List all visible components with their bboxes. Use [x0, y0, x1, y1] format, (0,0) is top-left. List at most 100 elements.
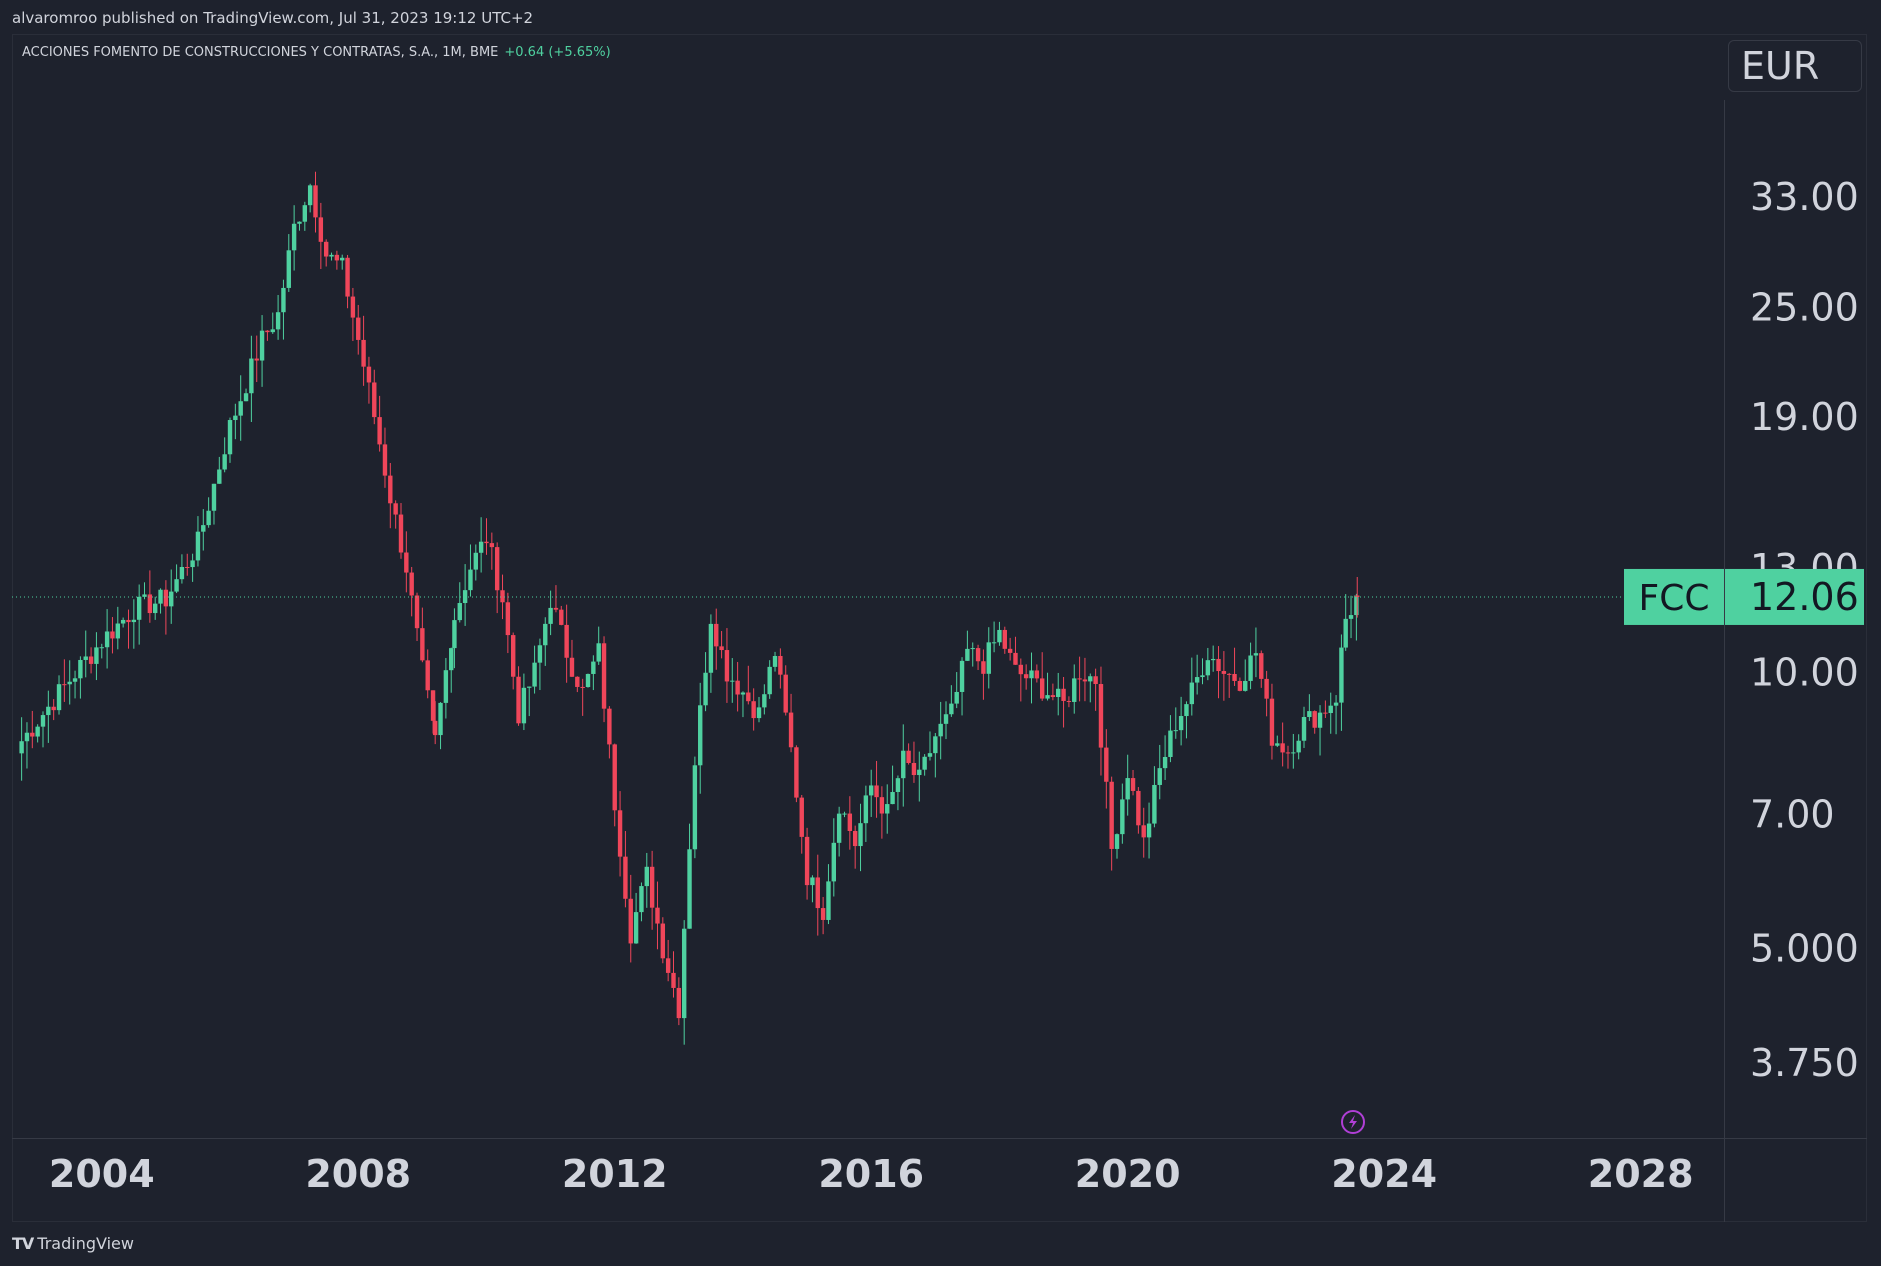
candle-body	[1072, 678, 1077, 702]
candles-layer	[19, 171, 1360, 1045]
candle-body	[1328, 705, 1333, 714]
candle-body	[623, 856, 628, 899]
candle-body	[393, 503, 398, 515]
time-tick-label: 2020	[1075, 1152, 1181, 1196]
candle-body	[852, 830, 858, 847]
candle-body	[746, 692, 751, 702]
candle-body	[19, 741, 24, 754]
candle-body	[78, 659, 83, 679]
candle-body	[1194, 677, 1200, 683]
candle-body	[195, 531, 201, 561]
candle-body	[398, 514, 404, 553]
time-axis: 2004 2008 2012 2016 2020 2024 2028	[49, 1152, 1694, 1196]
time-tick-label: 2008	[305, 1152, 411, 1196]
candle-body	[478, 541, 484, 553]
candle-body	[596, 643, 601, 662]
candle-body	[99, 647, 104, 649]
candle-body	[548, 607, 553, 624]
candle-body	[521, 687, 527, 724]
candle-body	[975, 648, 981, 662]
symbol-legend[interactable]: ACCIONES FOMENTO DE CONSTRUCCIONES Y CON…	[22, 45, 611, 60]
candle-body	[655, 907, 660, 924]
time-tick-label: 2024	[1331, 1152, 1437, 1196]
tradingview-branding[interactable]: TV TradingView	[12, 1234, 134, 1253]
candle-body	[628, 898, 633, 944]
candle-body	[1109, 781, 1114, 849]
candle-body	[869, 785, 874, 796]
time-tick-label: 2016	[818, 1152, 924, 1196]
candle-body	[1023, 674, 1029, 679]
candle-body	[580, 686, 585, 688]
time-tick-label: 2012	[562, 1152, 668, 1196]
candle-body	[1291, 752, 1296, 754]
candle-body	[110, 631, 115, 639]
candle-body	[500, 590, 505, 603]
candle-body	[730, 680, 735, 682]
candle-body	[591, 661, 596, 674]
candle-body	[1034, 670, 1040, 679]
candle-body	[120, 619, 126, 624]
candle-body	[1205, 660, 1211, 676]
price-tick-label: 25.00	[1750, 286, 1859, 330]
candle-body	[388, 475, 393, 504]
candle-body	[997, 629, 1002, 643]
candle-body	[633, 912, 639, 944]
candle-body	[991, 642, 997, 644]
candle-body	[959, 660, 965, 692]
currency-button[interactable]: EUR	[1728, 40, 1862, 92]
candle-body	[569, 657, 575, 677]
candle-body	[783, 674, 788, 713]
candle-body	[1339, 647, 1344, 703]
candle-body	[452, 620, 457, 649]
candle-body	[532, 662, 537, 687]
candle-body	[211, 483, 217, 511]
candle-body	[917, 769, 922, 776]
price-tick-label: 10.00	[1750, 651, 1859, 695]
candle-body	[1125, 778, 1130, 800]
candle-body	[559, 609, 564, 625]
candle-body	[430, 690, 436, 721]
candle-body	[1013, 652, 1018, 665]
candle-body	[799, 797, 804, 837]
candle-body	[270, 329, 275, 333]
candle-body	[564, 624, 569, 658]
candle-body	[153, 603, 158, 614]
candle-body	[147, 594, 153, 614]
candle-body	[265, 330, 270, 333]
candle-body	[639, 886, 644, 913]
candle-body	[527, 686, 532, 688]
candle-body	[94, 647, 99, 664]
candle-body	[291, 223, 297, 251]
candle-body	[911, 762, 917, 776]
candle-body	[1007, 648, 1013, 653]
candle-body	[1173, 730, 1178, 732]
candle-body	[1039, 678, 1045, 699]
candle-body	[169, 591, 174, 607]
tradingview-logo-icon: TV	[12, 1234, 34, 1253]
candle-body	[1104, 747, 1109, 782]
candle-body	[201, 525, 206, 532]
price-tick-label: 7.00	[1750, 793, 1835, 837]
chart-frame	[12, 34, 1867, 1222]
candle-body	[302, 205, 308, 222]
candle-body	[740, 692, 746, 695]
candle-body	[1275, 743, 1280, 746]
candle-body	[927, 753, 933, 757]
candle-body	[681, 928, 687, 1019]
candle-body	[254, 358, 259, 361]
candle-body	[409, 572, 414, 596]
candle-body	[438, 702, 443, 736]
candle-body	[671, 972, 676, 988]
candle-body	[810, 877, 815, 886]
candle-body	[1162, 756, 1168, 769]
candle-body	[1333, 702, 1339, 706]
candle-body	[40, 715, 46, 727]
candle-body	[649, 866, 655, 908]
candle-body	[516, 676, 521, 724]
candle-body	[1045, 695, 1050, 699]
symbol-title: ACCIONES FOMENTO DE CONSTRUCCIONES Y CON…	[22, 45, 499, 60]
candle-body	[432, 720, 438, 736]
candle-body	[553, 607, 559, 610]
candle-body	[938, 723, 943, 737]
